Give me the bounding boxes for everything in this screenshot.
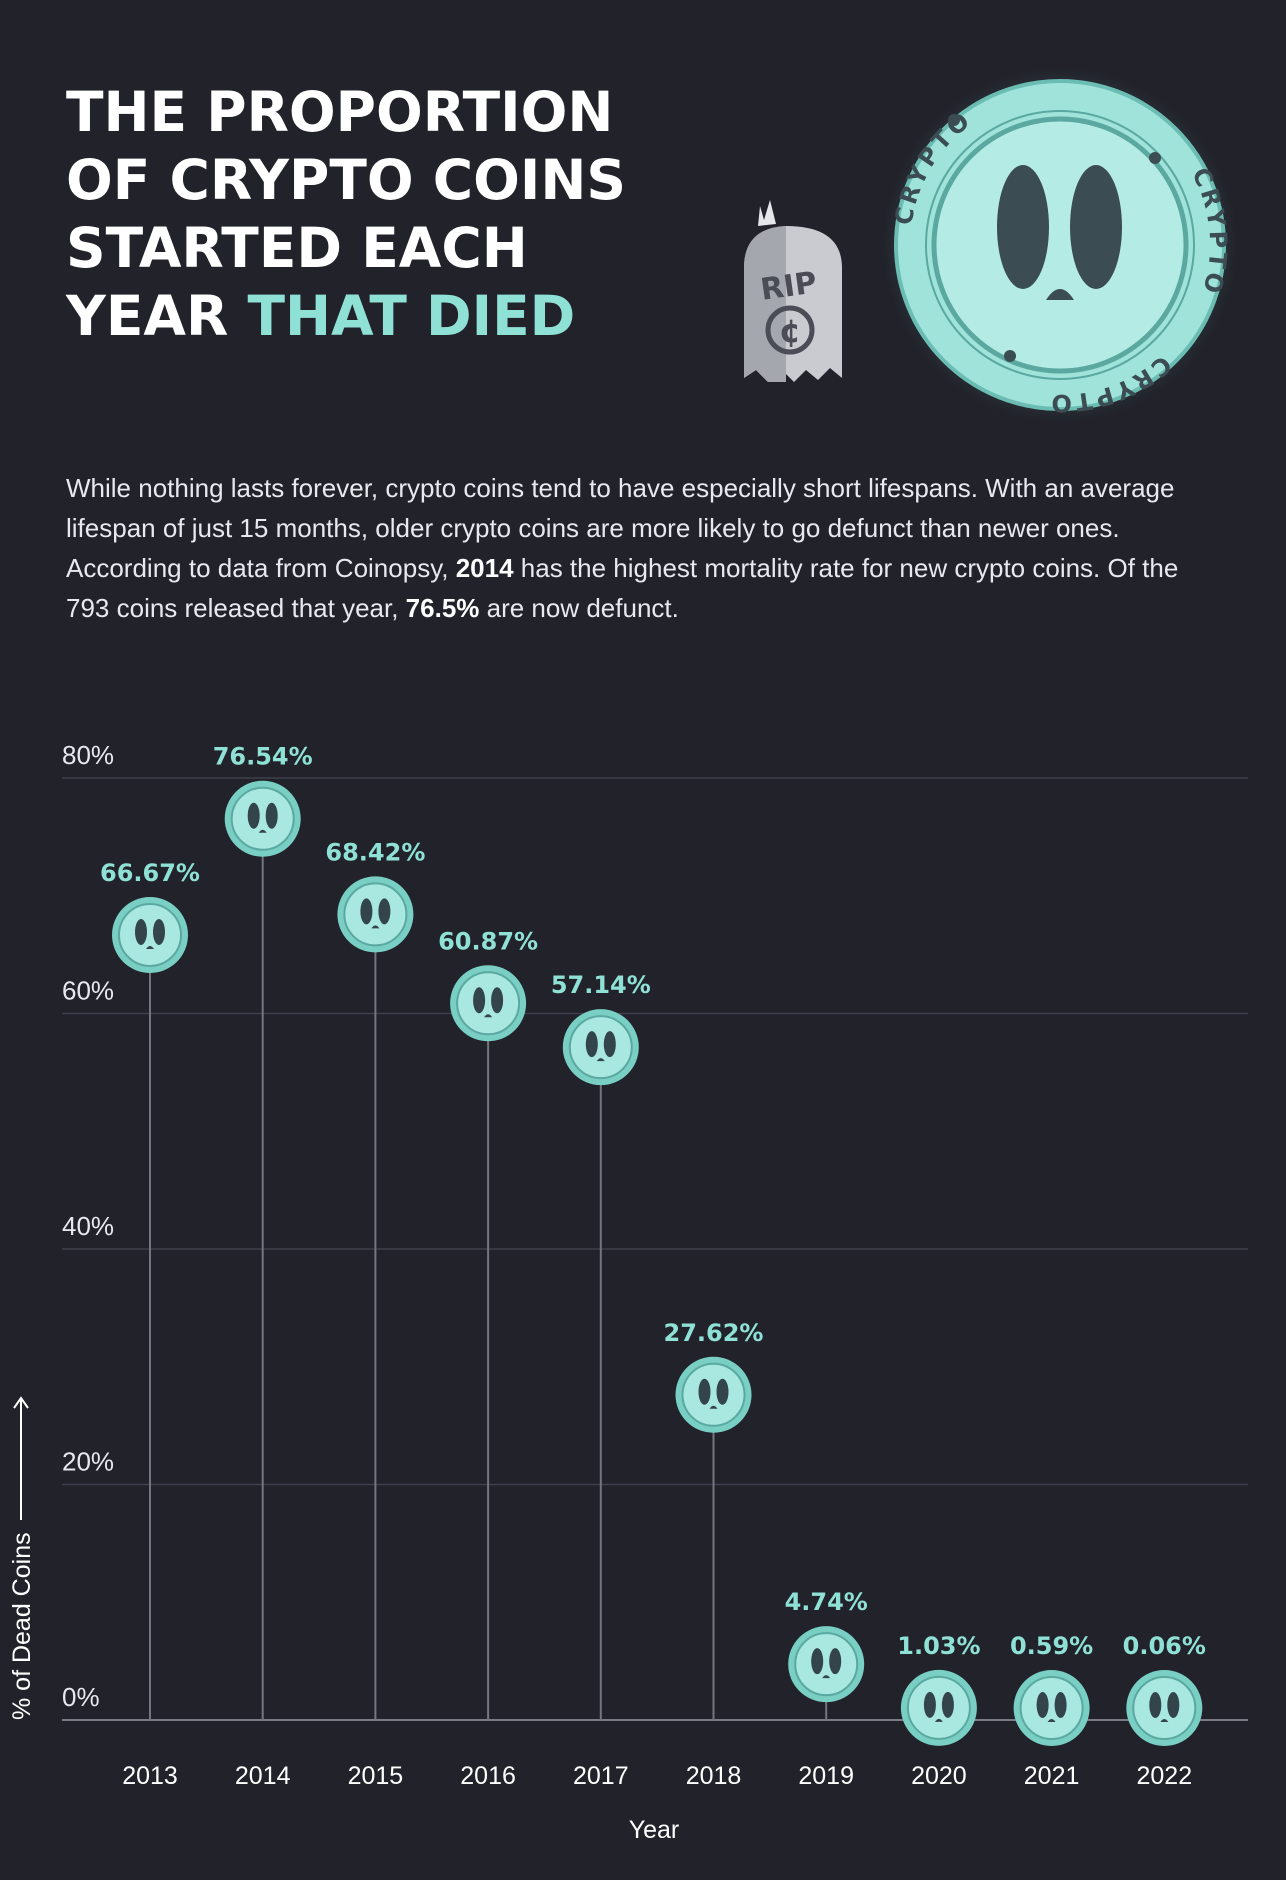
value-label-2022: 0.06% (1123, 1632, 1206, 1660)
ghost-coin-marker (1126, 1670, 1203, 1746)
dead-coins-chart: 0% 20% 40% 60% 80% 66.67% 2013 76.54% 2014 68.42… (8, 740, 1248, 1844)
coin-face (794, 1632, 859, 1697)
coin-mouth (146, 945, 154, 949)
y-axis-title-group: % of Dead Coins (8, 1396, 36, 1720)
coin-eye-left (135, 918, 147, 945)
intro-highlight-year: 2014 (455, 553, 514, 583)
coin-eye-right (603, 1031, 616, 1058)
ghost-coin-marker (675, 1356, 752, 1433)
x-tick-label: 2015 (348, 1762, 404, 1790)
coin-eye-left (360, 898, 373, 925)
y-axis-arrow-head (13, 1396, 29, 1409)
y-axis-title: % of Dead Coins (8, 1532, 36, 1720)
tombstone-rip-text: RIP (758, 265, 819, 307)
coin-mouth (596, 1058, 605, 1062)
coin-mouth (371, 925, 380, 929)
value-label-2019: 4.74% (785, 1588, 868, 1616)
coin-mouth (258, 829, 267, 833)
ghost-coin-marker (224, 780, 301, 857)
coin-eye-right (265, 802, 278, 829)
ghost-coin-icon: CRYPTO CRYPTO CRYPTO (882, 67, 1238, 423)
coin-face (456, 971, 521, 1036)
value-label-2021: 0.59% (1010, 1632, 1093, 1660)
ghost-coin-marker (562, 1009, 639, 1086)
coin-face (1132, 1676, 1197, 1740)
coin-eye-left (1036, 1692, 1049, 1718)
coin-face (118, 902, 182, 967)
hero-illustration: RIP ¢ CRYPTO CRYPTO CRYPTO (744, 67, 1238, 423)
coin-eye-left (1149, 1692, 1162, 1718)
coin-eye-left (473, 987, 486, 1014)
intro-paragraph: While nothing lasts forever, crypto coin… (66, 468, 1226, 628)
y-tick-label: 40% (62, 1211, 114, 1241)
coin-mouth (1160, 1719, 1169, 1722)
y-tick-label: 20% (62, 1447, 114, 1477)
coin-face (906, 1675, 971, 1740)
x-tick-label: 2022 (1136, 1762, 1192, 1790)
coin-eye-left (811, 1648, 824, 1675)
ghost-coin-marker (450, 965, 527, 1042)
title-main: THE PROPORTION OF CRYPTO COINS STARTED E… (66, 80, 626, 348)
coin-mouth (934, 1718, 943, 1722)
intro-text-2: has the highest mortality rate for new c… (66, 553, 1179, 623)
coin-eye-right (153, 918, 165, 945)
value-label-2013: 66.67% (100, 859, 200, 887)
coin-eye-left (923, 1691, 936, 1718)
intro-highlight-percent: 76.5% (405, 593, 480, 623)
intro-text-1: While nothing lasts forever, crypto coin… (66, 473, 1175, 583)
tombstone-symbol: ¢ (779, 312, 801, 350)
x-tick-label: 2021 (1024, 1762, 1080, 1790)
coin-face (681, 1362, 746, 1427)
x-tick-label: 2019 (798, 1762, 854, 1790)
value-label-2014: 76.54% (213, 743, 313, 771)
coin-face (343, 882, 408, 947)
value-label-2018: 27.62% (664, 1319, 764, 1347)
value-label-2020: 1.03% (897, 1632, 980, 1660)
x-tick-label: 2017 (573, 1762, 629, 1790)
ghost-coin-marker (900, 1669, 977, 1746)
x-tick-label: 2018 (686, 1762, 742, 1790)
ghost-coin-marker (112, 896, 188, 973)
mark-layer: 66.67% 2013 76.54% 2014 68.42% 2015 60.87% 2016… (100, 743, 1206, 1790)
tombstone-icon: RIP ¢ (744, 200, 842, 382)
coin-eye-right (1054, 1692, 1067, 1718)
y-tick-label: 80% (62, 740, 114, 770)
coin-eye-left (585, 1031, 598, 1058)
ghost-coin-marker (788, 1626, 865, 1703)
y-tick-label: 0% (62, 1682, 100, 1712)
intro-text-3: are now defunct. (479, 593, 679, 623)
coin-face (568, 1015, 633, 1080)
x-tick-label: 2013 (122, 1762, 178, 1790)
value-label-2016: 60.87% (438, 927, 538, 955)
ghost-coin-marker (337, 876, 414, 953)
coin-eye-right (941, 1691, 954, 1718)
coin-mouth (709, 1405, 718, 1409)
title-accent: THAT DIED (247, 284, 576, 348)
x-axis-title: Year (629, 1816, 680, 1844)
coin-face (1019, 1676, 1084, 1740)
value-label-2015: 68.42% (325, 838, 425, 866)
grid-layer: 0% 20% 40% 60% 80% (62, 740, 1248, 1721)
coin-eye-right (1167, 1692, 1180, 1718)
value-label-2017: 57.14% (551, 971, 651, 999)
x-tick-label: 2020 (911, 1762, 967, 1790)
x-tick-label: 2016 (460, 1762, 516, 1790)
coin-eye-left (247, 802, 260, 829)
ghost-coin-marker (1013, 1670, 1090, 1746)
coin-eye-right (491, 987, 504, 1014)
coin-eye-right (829, 1648, 842, 1675)
coin-mouth (822, 1675, 831, 1679)
coin-mouth (484, 1014, 493, 1018)
coin-eye-left (698, 1378, 711, 1405)
coin-eye-right (716, 1378, 729, 1405)
coin-face (230, 786, 295, 851)
x-tick-label: 2014 (235, 1762, 291, 1790)
coin-eye-right (378, 898, 391, 925)
page-title: THE PROPORTION OF CRYPTO COINS STARTED E… (66, 78, 706, 350)
y-tick-label: 60% (62, 976, 114, 1006)
coin-mouth (1047, 1719, 1056, 1722)
